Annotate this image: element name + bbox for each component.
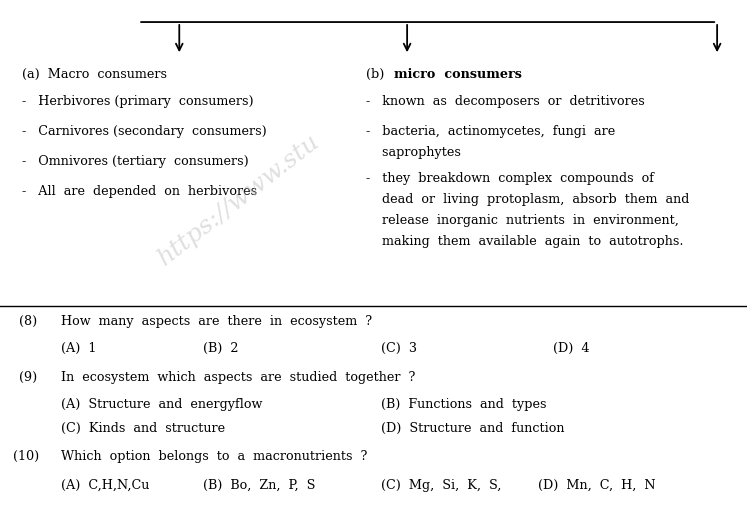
Text: -   All  are  depended  on  herbivores: - All are depended on herbivores [22, 185, 258, 198]
Text: -   Carnivores (secondary  consumers): - Carnivores (secondary consumers) [22, 125, 267, 138]
Text: (C)  3: (C) 3 [381, 342, 417, 355]
Text: -   Omnivores (tertiary  consumers): - Omnivores (tertiary consumers) [22, 155, 249, 169]
Text: (B)  Functions  and  types: (B) Functions and types [381, 398, 547, 411]
Text: -   bacteria,  actinomycetes,  fungi  are: - bacteria, actinomycetes, fungi are [366, 125, 616, 138]
Text: (A)  1: (A) 1 [61, 342, 96, 355]
Text: micro  consumers: micro consumers [394, 68, 522, 81]
Text: -   known  as  decomposers  or  detritivores: - known as decomposers or detritivores [366, 94, 645, 108]
Text: (D)  4: (D) 4 [553, 342, 589, 355]
Text: (C)  Mg,  Si,  K,  S,: (C) Mg, Si, K, S, [381, 479, 501, 492]
Text: How  many  aspects  are  there  in  ecosystem  ?: How many aspects are there in ecosystem … [61, 315, 372, 328]
Text: saprophytes: saprophytes [366, 146, 461, 159]
Text: (10): (10) [13, 450, 40, 464]
Text: Which  option  belongs  to  a  macronutrients  ?: Which option belongs to a macronutrients… [61, 450, 368, 464]
Text: (9): (9) [19, 371, 37, 384]
Text: dead  or  living  protoplasm,  absorb  them  and: dead or living protoplasm, absorb them a… [366, 193, 689, 206]
Text: (A)  Structure  and  energyflow: (A) Structure and energyflow [61, 398, 263, 411]
Text: -   Herbivores (primary  consumers): - Herbivores (primary consumers) [22, 94, 254, 108]
Text: (C)  Kinds  and  structure: (C) Kinds and structure [61, 422, 226, 435]
Text: (A)  C,H,N,Cu: (A) C,H,N,Cu [61, 479, 149, 492]
Text: https://www.stu: https://www.stu [154, 129, 324, 270]
Text: (B)  Bo,  Zn,  P,  S: (B) Bo, Zn, P, S [203, 479, 315, 492]
Text: (D)  Mn,  C,  H,  N: (D) Mn, C, H, N [538, 479, 655, 492]
Text: (b): (b) [366, 68, 388, 81]
Text: making  them  available  again  to  autotrophs.: making them available again to autotroph… [366, 235, 684, 248]
Text: (D)  Structure  and  function: (D) Structure and function [381, 422, 565, 435]
Text: -   they  breakdown  complex  compounds  of: - they breakdown complex compounds of [366, 172, 654, 185]
Text: In  ecosystem  which  aspects  are  studied  together  ?: In ecosystem which aspects are studied t… [61, 371, 415, 384]
Text: release  inorganic  nutrients  in  environment,: release inorganic nutrients in environme… [366, 214, 679, 227]
Text: (B)  2: (B) 2 [203, 342, 239, 355]
Text: (8): (8) [19, 315, 37, 328]
Text: (a)  Macro  consumers: (a) Macro consumers [22, 68, 167, 81]
